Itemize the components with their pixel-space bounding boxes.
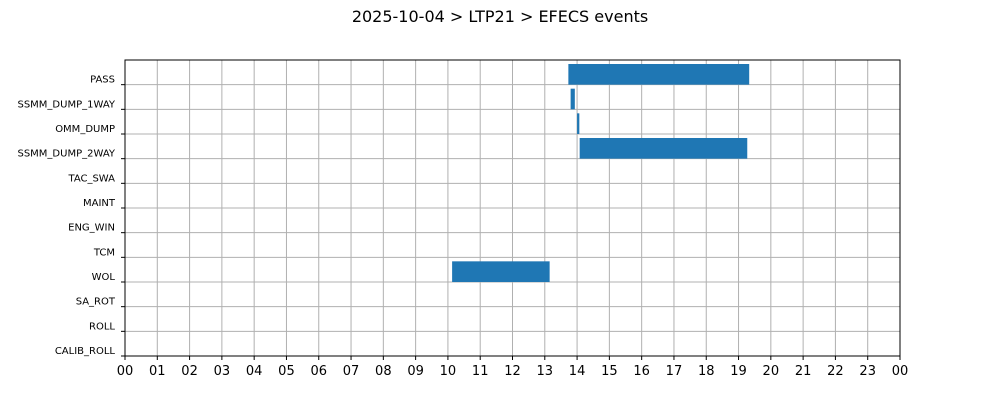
y-tick-label: SSMM_DUMP_2WAY (17, 149, 115, 160)
y-tick-label: PASS (90, 75, 115, 86)
x-tick-label: 14 (569, 364, 586, 379)
x-tick-label: 04 (246, 364, 263, 379)
chart-title: 2025-10-04 > LTP21 > EFECS events (352, 7, 648, 26)
y-tick-label: WOL (92, 272, 116, 283)
event-bars (452, 64, 750, 282)
x-tick-label: 17 (666, 364, 683, 379)
x-tick-label: 18 (698, 364, 715, 379)
x-tick-label: 01 (149, 364, 166, 379)
x-tick-label: 05 (278, 364, 295, 379)
event-bar-ssmm-dump-1way (570, 88, 575, 110)
x-tick-label: 00 (117, 364, 134, 379)
x-tick-label: 15 (601, 364, 618, 379)
event-bar-pass (568, 64, 750, 85)
x-tick-label: 08 (375, 364, 392, 379)
x-tick-label: 09 (407, 364, 424, 379)
x-tick-label: 16 (633, 364, 650, 379)
event-bar-omm-dump (577, 113, 580, 134)
x-tick-label: 02 (181, 364, 198, 379)
event-bar-wol (452, 261, 550, 282)
y-tick-label: TAC_SWA (67, 173, 115, 184)
y-tick-label: MAINT (83, 198, 116, 209)
x-tick-label: 12 (504, 364, 521, 379)
y-tick-label: ROLL (89, 321, 115, 332)
x-tick-label: 06 (310, 364, 327, 379)
y-tick-label: OMM_DUMP (55, 124, 115, 135)
x-tick-label: 03 (214, 364, 231, 379)
x-tick-label: 20 (763, 364, 780, 379)
x-tick-label: 22 (827, 364, 844, 379)
x-tick-label: 13 (537, 364, 554, 379)
x-tick-label: 19 (730, 364, 747, 379)
y-tick-label: SA_ROT (76, 297, 116, 308)
x-tick-label: 07 (343, 364, 360, 379)
y-tick-label: TCM (93, 247, 115, 258)
event-bar-ssmm-dump-2way (579, 138, 748, 159)
x-tick-label: 10 (440, 364, 457, 379)
x-tick-label: 00 (892, 364, 909, 379)
y-tick-label: ENG_WIN (68, 223, 115, 234)
y-tick-label: CALIB_ROLL (55, 346, 116, 357)
x-tick-label: 23 (859, 364, 876, 379)
y-tick-label: SSMM_DUMP_1WAY (17, 99, 115, 110)
y-axis: PASS SSMM_DUMP_1WAY OMM_DUMP SSMM_DUMP_2WAY… (17, 75, 125, 357)
x-tick-label: 11 (472, 364, 489, 379)
grid (124, 60, 901, 356)
x-axis: 00 01 02 03 04 05 06 07 08 09 10 11 12 13 14 15 16 17 18 19… (117, 356, 909, 379)
x-tick-label: 21 (795, 364, 812, 379)
